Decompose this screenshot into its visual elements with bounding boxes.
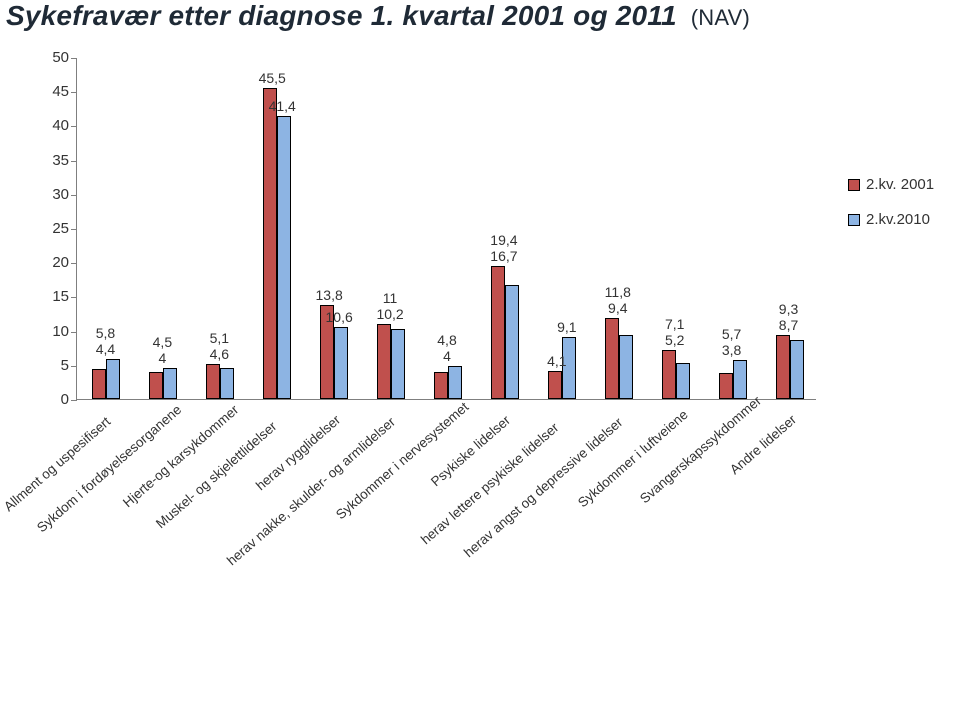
bar-value-2001: 11,8 [601, 284, 635, 300]
bar-2001 [719, 373, 733, 399]
bar-2010 [220, 368, 234, 399]
bar-2010 [676, 363, 690, 399]
y-tick-label: 30 [41, 186, 69, 203]
bar-2010 [790, 340, 804, 400]
bar-value-2010: 16,7 [487, 248, 521, 264]
bar-value-2001: 7,1 [658, 316, 692, 332]
x-category-label: Allment og uspesifisert [1, 414, 113, 514]
y-tick-label: 0 [41, 391, 69, 408]
legend-item-2001: 2.kv. 2001 [848, 176, 934, 193]
x-category-label: Hjerte-og karsykdommer [120, 402, 241, 510]
y-tick-label: 40 [41, 117, 69, 134]
legend-label-2010: 2.kv.2010 [866, 211, 930, 228]
bar-value-2001: 19,4 [487, 232, 521, 248]
plot-area: 051015202530354045504,45,844,55,14,645,5… [76, 58, 816, 400]
bar-2010 [106, 359, 120, 399]
y-tick-label: 5 [41, 357, 69, 374]
chart-title: Sykefravær etter diagnose 1. kvartal 200… [6, 0, 750, 32]
bar-value-2001: 13,8 [312, 287, 346, 303]
bar-2001 [92, 369, 106, 399]
bar-value-2010: 9,4 [601, 300, 635, 316]
legend-item-2010: 2.kv.2010 [848, 211, 934, 228]
y-tick-label: 10 [41, 323, 69, 340]
y-tick-label: 35 [41, 152, 69, 169]
bar-value-2010: 10,2 [373, 306, 407, 322]
title-main: Sykefravær etter diagnose 1. kvartal 200… [6, 0, 677, 31]
bar-value-2010: 41,4 [265, 98, 299, 114]
bar-value-2001: 9,3 [772, 301, 806, 317]
bar-value-2001: 4,4 [88, 341, 122, 357]
bar-2010 [391, 329, 405, 399]
bar-value-2010: 5,8 [88, 325, 122, 341]
bar-value-2010: 4,5 [145, 334, 179, 350]
bar-2001 [548, 371, 562, 399]
bar-2001 [149, 372, 163, 399]
bar-value-2001: 4 [145, 350, 179, 366]
bar-2001 [662, 350, 676, 399]
y-tick-label: 15 [41, 288, 69, 305]
bar-value-2001: 5,1 [202, 330, 236, 346]
bar-2001 [377, 324, 391, 399]
bar-value-2001: 4,1 [540, 353, 574, 369]
legend-label-2001: 2.kv. 2001 [866, 176, 934, 193]
title-suffix: (NAV) [691, 5, 750, 30]
y-tick-label: 25 [41, 220, 69, 237]
bar-value-2001: 4 [430, 348, 464, 364]
bar-value-2010: 5,2 [658, 332, 692, 348]
bar-2010 [733, 360, 747, 399]
x-axis-labels: Allment og uspesifisertSykdom i fordøyel… [76, 400, 816, 620]
bar-2010 [448, 366, 462, 399]
y-tick-label: 50 [41, 49, 69, 66]
bar-2001 [263, 88, 277, 399]
bar-value-2010: 5,7 [715, 326, 749, 342]
bar-2001 [605, 318, 619, 399]
bar-value-2010: 8,7 [772, 317, 806, 333]
bar-chart: 051015202530354045504,45,844,55,14,645,5… [36, 58, 816, 618]
bar-value-2001: 3,8 [715, 342, 749, 358]
bar-2010 [277, 116, 291, 399]
y-tick-label: 20 [41, 254, 69, 271]
bar-value-2001: 11 [373, 290, 407, 306]
bar-2001 [491, 266, 505, 399]
bar-value-2001: 45,5 [255, 70, 289, 86]
bar-value-2010: 4,8 [430, 332, 464, 348]
bar-value-2010: 10,6 [322, 309, 356, 325]
bar-2010 [163, 368, 177, 399]
bar-2010 [619, 335, 633, 399]
bar-2001 [776, 335, 790, 399]
x-category-label: Sykdommer i luftveiene [575, 407, 691, 510]
legend-swatch-2001 [848, 179, 860, 191]
legend-swatch-2010 [848, 214, 860, 226]
bar-2010 [334, 327, 348, 400]
legend: 2.kv. 2001 2.kv.2010 [848, 176, 934, 246]
y-tick-label: 45 [41, 83, 69, 100]
bar-value-2010: 9,1 [550, 319, 584, 335]
bar-2001 [206, 364, 220, 399]
bar-2001 [434, 372, 448, 399]
bar-value-2010: 4,6 [202, 346, 236, 362]
bar-2010 [505, 285, 519, 399]
